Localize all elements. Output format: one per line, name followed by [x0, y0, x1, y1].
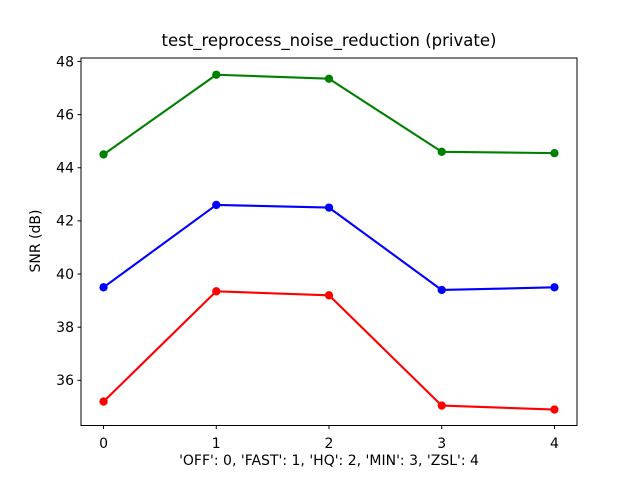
y-tick-label: 44 [56, 161, 74, 177]
x-axis-label: 'OFF': 0, 'FAST': 1, 'HQ': 2, 'MIN': 3, … [179, 453, 479, 469]
y-tick-label: 40 [56, 267, 74, 283]
y-axis-label: SNR (dB) [28, 210, 44, 273]
x-tick-label: 3 [437, 436, 446, 452]
x-tick-label: 2 [325, 436, 334, 452]
blue-series-marker [437, 285, 446, 295]
y-tick-label: 38 [56, 320, 74, 336]
red-series-marker [437, 401, 446, 410]
blue-series-marker [99, 283, 108, 292]
blue-series-marker [324, 203, 334, 212]
blue-series-marker [212, 200, 221, 210]
x-tick-label: 0 [99, 436, 108, 452]
green-series-marker [437, 147, 446, 156]
red-series-marker [212, 287, 221, 296]
red-series-line [102, 290, 556, 411]
y-tick-label: 48 [56, 54, 74, 70]
blue-series-line [102, 203, 556, 292]
red-series-marker [324, 291, 334, 300]
green-series-marker [99, 150, 108, 159]
y-tick-label: 42 [56, 214, 74, 230]
x-tick-label: 1 [212, 436, 221, 452]
x-tick-label: 4 [550, 436, 559, 452]
chart-title: test_reprocess_noise_reduction (private) [162, 31, 497, 51]
blue-series-marker [550, 283, 559, 292]
green-series-marker [324, 74, 334, 83]
red-series-marker [550, 405, 559, 414]
green-series-marker [550, 148, 559, 158]
y-tick-label: 36 [56, 373, 74, 389]
red-series-marker [99, 397, 108, 406]
green-series-marker [212, 70, 221, 79]
y-tick-label: 46 [56, 107, 74, 123]
plot-border [80, 57, 578, 426]
green-series-line [102, 73, 556, 156]
